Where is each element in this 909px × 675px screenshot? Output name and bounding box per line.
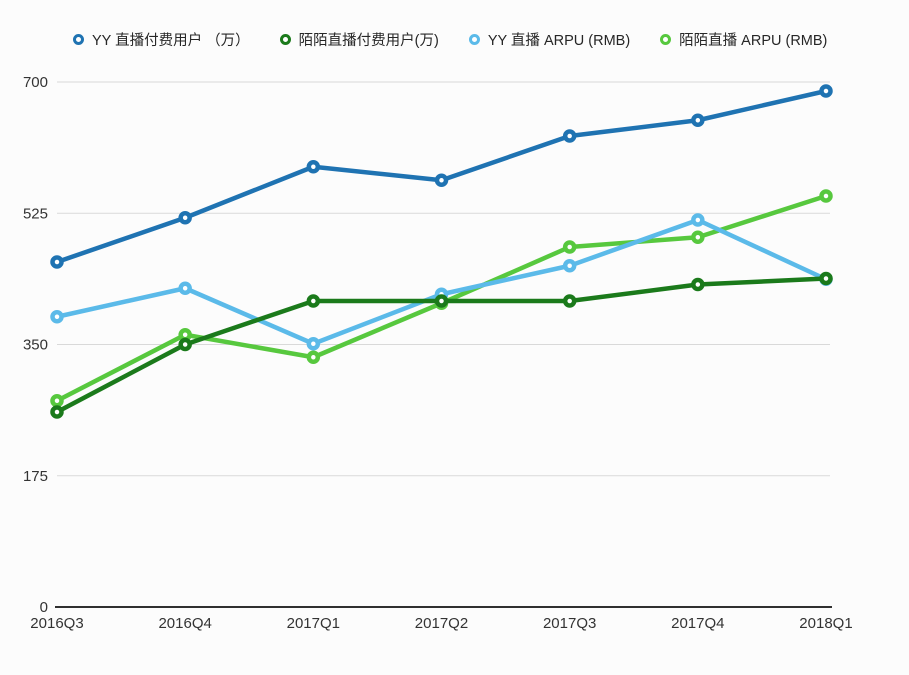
chart-legend: YY 直播付费用户 （万） 陌陌直播付费用户(万) YY 直播 ARPU (RM… [73, 29, 827, 50]
legend-label-momo-users: 陌陌直播付费用户(万) [298, 33, 439, 49]
data-point[interactable] [562, 129, 577, 143]
data-point[interactable] [691, 230, 705, 244]
data-point[interactable] [178, 281, 192, 295]
y-axis-tick-label: 525 [23, 205, 48, 222]
legend-marker-momo-arpu-icon [660, 34, 672, 45]
data-point[interactable] [819, 271, 833, 286]
data-point[interactable] [306, 160, 321, 174]
legend-label-momo-arpu: 陌陌直播 ARPU (RMB) [679, 33, 828, 49]
data-point[interactable] [50, 394, 64, 408]
x-axis-tick-label: 2017Q3 [543, 615, 596, 632]
data-point[interactable] [50, 255, 64, 269]
data-point[interactable] [691, 213, 705, 227]
data-point[interactable] [819, 84, 833, 98]
x-axis-tick-label: 2017Q1 [287, 615, 340, 632]
x-axis-tick-label: 2016Q4 [158, 615, 211, 632]
data-point[interactable] [306, 337, 321, 351]
data-point[interactable] [178, 211, 192, 225]
data-point[interactable] [434, 294, 449, 308]
legend-item-momo-users[interactable]: 陌陌直播付费用户(万) [279, 29, 439, 50]
data-point[interactable] [691, 113, 705, 127]
data-point[interactable] [691, 277, 705, 292]
legend-marker-yy-arpu-icon [468, 34, 480, 45]
legend-item-yy-arpu[interactable]: YY 直播 ARPU (RMB) [468, 29, 631, 50]
legend-marker-momo-users-icon [279, 34, 291, 45]
x-axis-tick-label: 2016Q3 [30, 615, 83, 632]
legend-label-yy-users: YY 直播付费用户 （万） [92, 33, 250, 49]
data-point[interactable] [434, 173, 449, 187]
legend-marker-yy-users-icon [73, 34, 84, 45]
y-axis-tick-label: 350 [23, 337, 48, 354]
data-point[interactable] [306, 350, 321, 364]
data-point[interactable] [562, 294, 577, 308]
data-point[interactable] [562, 240, 577, 254]
data-point[interactable] [50, 405, 64, 419]
y-axis-tick-label: 0 [40, 599, 48, 616]
x-axis-tick-label: 2017Q4 [671, 615, 724, 632]
legend-item-momo-arpu[interactable]: 陌陌直播 ARPU (RMB) [660, 29, 827, 50]
x-axis-tick-label: 2017Q2 [415, 615, 468, 632]
data-point[interactable] [562, 259, 577, 273]
x-axis-tick-label: 2018Q1 [799, 615, 852, 632]
data-point[interactable] [178, 337, 192, 352]
data-point[interactable] [306, 294, 321, 308]
y-axis-tick-label: 700 [23, 74, 48, 91]
y-axis-tick-label: 175 [23, 468, 48, 485]
data-point[interactable] [819, 189, 833, 203]
legend-label-yy-arpu: YY 直播 ARPU (RMB) [487, 33, 631, 49]
legend-item-yy-users[interactable]: YY 直播付费用户 （万） [73, 29, 250, 50]
data-point[interactable] [50, 310, 64, 324]
